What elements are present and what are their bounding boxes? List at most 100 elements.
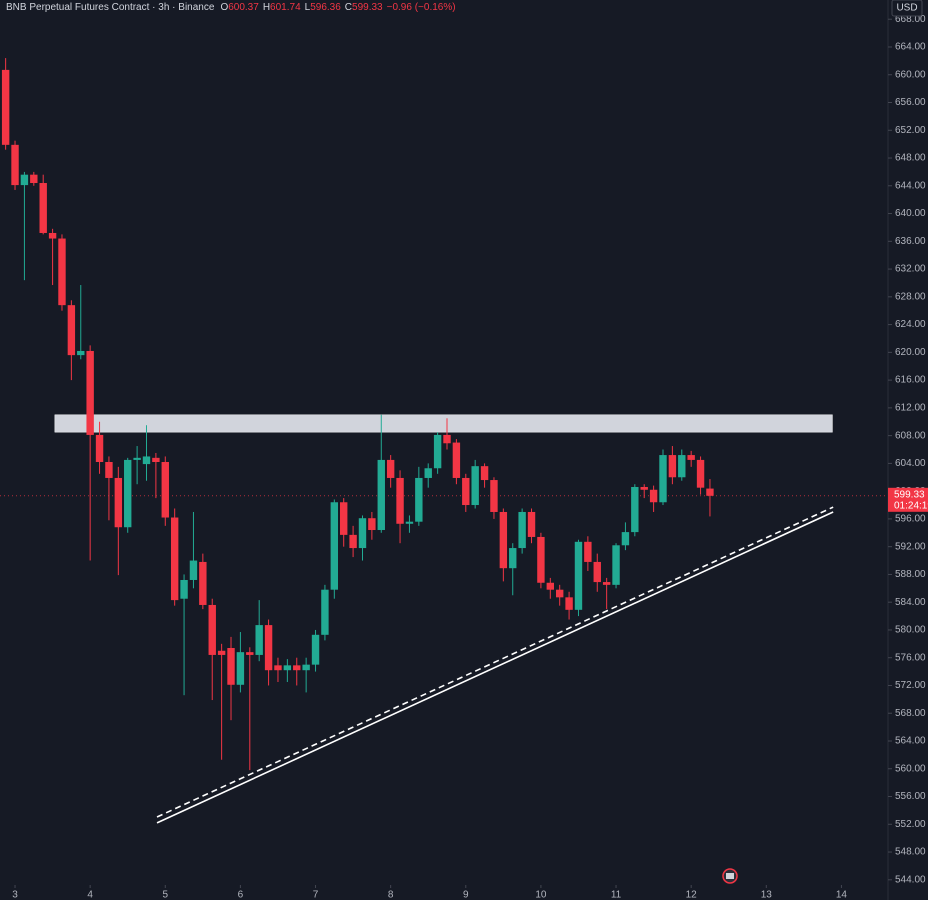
candle-body: [659, 455, 667, 503]
candle-body: [86, 350, 94, 435]
candle-body: [349, 534, 357, 549]
candle-body: [386, 459, 395, 478]
x-tick-label: 6: [238, 890, 244, 900]
candle-body: [293, 665, 301, 671]
y-tick-label: 592.00: [895, 541, 926, 552]
candle-body: [509, 548, 517, 569]
candle-body: [264, 625, 273, 671]
y-tick-label: 620.00: [895, 347, 926, 358]
x-tick-label: 4: [87, 890, 93, 900]
candle-body: [574, 541, 583, 610]
legend-value: 596.36: [310, 2, 341, 13]
x-tick-label: 13: [761, 890, 773, 900]
candle-body: [142, 456, 151, 465]
candle-body: [283, 665, 292, 671]
candle-body: [565, 597, 573, 610]
x-tick-label: 14: [836, 890, 848, 900]
candle-body: [640, 486, 648, 490]
y-tick-label: 576.00: [895, 652, 926, 663]
y-tick-label: 624.00: [895, 319, 926, 330]
y-tick-label: 560.00: [895, 763, 926, 774]
x-tick-label: 12: [686, 890, 698, 900]
candle-body: [114, 477, 123, 528]
candle-body: [255, 625, 263, 655]
candle-body: [593, 561, 601, 583]
candle-body: [678, 455, 686, 478]
y-tick-label: 596.00: [895, 514, 926, 525]
x-tick-label: 3: [12, 890, 18, 900]
candle-body: [527, 511, 536, 537]
y-tick-label: 652.00: [895, 125, 926, 136]
candle-body: [584, 541, 592, 562]
candle-body: [480, 466, 489, 481]
x-tick-label: 7: [313, 890, 319, 900]
y-tick-label: 644.00: [895, 180, 926, 191]
legend-value: 601.74: [270, 2, 301, 13]
candle-body: [180, 579, 188, 599]
y-tick-label: 544.00: [895, 874, 926, 885]
candle-body: [30, 174, 38, 184]
y-tick-label: 636.00: [895, 236, 926, 247]
y-tick-label: 656.00: [895, 97, 926, 108]
candle-body: [649, 489, 658, 503]
candle-body: [20, 174, 29, 186]
candle-body: [433, 434, 442, 469]
candle-body: [217, 650, 226, 655]
candle-body: [133, 457, 141, 460]
trendline: [156, 511, 834, 824]
candle-body: [340, 502, 348, 535]
candle-body: [537, 536, 545, 583]
candle-body: [377, 459, 385, 531]
candle-body: [236, 652, 245, 685]
legend-header: BNB Perpetual Futures Contract · 3h · Bi…: [6, 2, 456, 13]
x-tick-label: 9: [463, 890, 469, 900]
legend-value: 600.37: [228, 2, 259, 13]
price-tag: [888, 487, 928, 512]
candle-body: [330, 502, 339, 590]
candle-body: [452, 442, 461, 478]
y-tick-label: 616.00: [895, 375, 926, 386]
y-tick-label: 660.00: [895, 69, 926, 80]
y-tick-label: 564.00: [895, 736, 926, 747]
candle-body: [499, 511, 508, 569]
legend-change: −0.96 (−0.16%): [387, 2, 456, 13]
candle-body: [706, 488, 714, 496]
y-tick-label: 604.00: [895, 458, 926, 469]
candle-body: [189, 560, 198, 580]
candle-body: [170, 517, 179, 601]
candle-body: [668, 455, 677, 478]
candle-body: [199, 561, 207, 605]
candle-body: [518, 511, 526, 549]
candle-body: [687, 455, 695, 460]
y-tick-label: 664.00: [895, 42, 926, 53]
candle-body: [105, 462, 113, 478]
y-tick-label: 608.00: [895, 430, 926, 441]
y-tick-label: 556.00: [895, 791, 926, 802]
legend-key: C: [345, 2, 352, 13]
y-tick-label: 628.00: [895, 291, 926, 302]
candle-body: [462, 477, 470, 506]
candle-body: [208, 604, 216, 655]
candle-body: [415, 477, 423, 522]
y-tick-label: 668.00: [895, 14, 926, 25]
y-tick-label: 580.00: [895, 625, 926, 636]
candle-body: [48, 232, 57, 239]
candle-body: [602, 582, 611, 585]
candle-body: [302, 664, 310, 671]
candle-body: [95, 434, 104, 463]
price-axis: [888, 0, 928, 900]
candle-body: [555, 589, 564, 598]
legend-key: L: [305, 2, 311, 13]
price-tag-value: 599.33: [894, 489, 925, 500]
legend-value: 599.33: [352, 2, 383, 13]
x-tick-label: 5: [162, 890, 168, 900]
candle-body: [67, 305, 76, 356]
y-tick-label: 568.00: [895, 708, 926, 719]
y-tick-label: 588.00: [895, 569, 926, 580]
y-tick-label: 572.00: [895, 680, 926, 691]
legend-key: H: [263, 2, 270, 13]
y-tick-label: 612.00: [895, 403, 926, 414]
